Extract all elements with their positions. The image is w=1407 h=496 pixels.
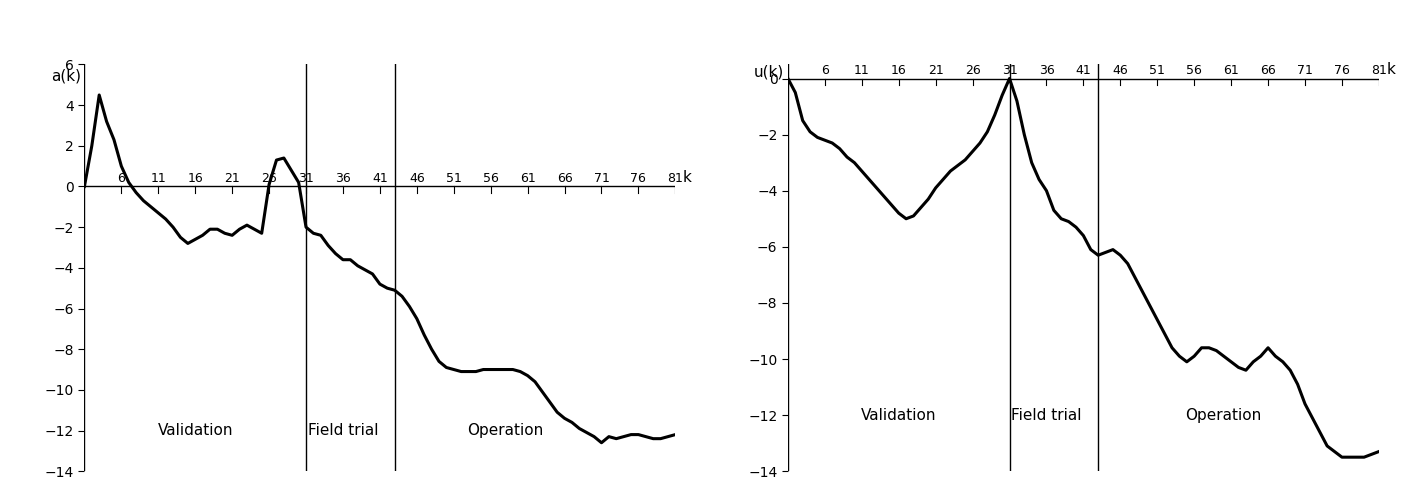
Text: 41: 41 xyxy=(1075,63,1092,77)
Text: 6: 6 xyxy=(820,63,829,77)
Text: 81: 81 xyxy=(1370,63,1387,77)
Text: 76: 76 xyxy=(1334,63,1349,77)
Text: 76: 76 xyxy=(630,172,646,185)
Text: 46: 46 xyxy=(1113,63,1128,77)
Text: 46: 46 xyxy=(409,172,425,185)
Text: 56: 56 xyxy=(483,172,498,185)
Text: 51: 51 xyxy=(446,172,461,185)
Text: 56: 56 xyxy=(1186,63,1202,77)
Text: 66: 66 xyxy=(557,172,573,185)
Text: 26: 26 xyxy=(262,172,277,185)
Text: 66: 66 xyxy=(1261,63,1276,77)
Text: Field trial: Field trial xyxy=(1012,408,1082,423)
Text: 6: 6 xyxy=(117,172,125,185)
Text: 36: 36 xyxy=(335,172,350,185)
Text: 21: 21 xyxy=(224,172,241,185)
Text: 61: 61 xyxy=(519,172,536,185)
Text: Validation: Validation xyxy=(158,423,234,438)
Text: k: k xyxy=(682,170,692,185)
Text: 81: 81 xyxy=(667,172,684,185)
Text: 21: 21 xyxy=(927,63,944,77)
Text: k: k xyxy=(1386,62,1396,77)
Text: 11: 11 xyxy=(151,172,166,185)
Text: 16: 16 xyxy=(187,172,203,185)
Text: 51: 51 xyxy=(1150,63,1165,77)
Text: 71: 71 xyxy=(1297,63,1313,77)
Text: 71: 71 xyxy=(594,172,609,185)
Text: u(k): u(k) xyxy=(754,65,784,80)
Text: 31: 31 xyxy=(298,172,314,185)
Text: 16: 16 xyxy=(891,63,906,77)
Text: 31: 31 xyxy=(1002,63,1017,77)
Text: Validation: Validation xyxy=(861,408,937,423)
Text: 41: 41 xyxy=(371,172,388,185)
Text: 61: 61 xyxy=(1223,63,1240,77)
Text: Operation: Operation xyxy=(1186,408,1262,423)
Text: Field trial: Field trial xyxy=(308,423,378,438)
Text: a(k): a(k) xyxy=(51,68,80,83)
Text: 26: 26 xyxy=(965,63,981,77)
Text: 36: 36 xyxy=(1038,63,1054,77)
Text: 11: 11 xyxy=(854,63,870,77)
Text: Operation: Operation xyxy=(467,423,543,438)
